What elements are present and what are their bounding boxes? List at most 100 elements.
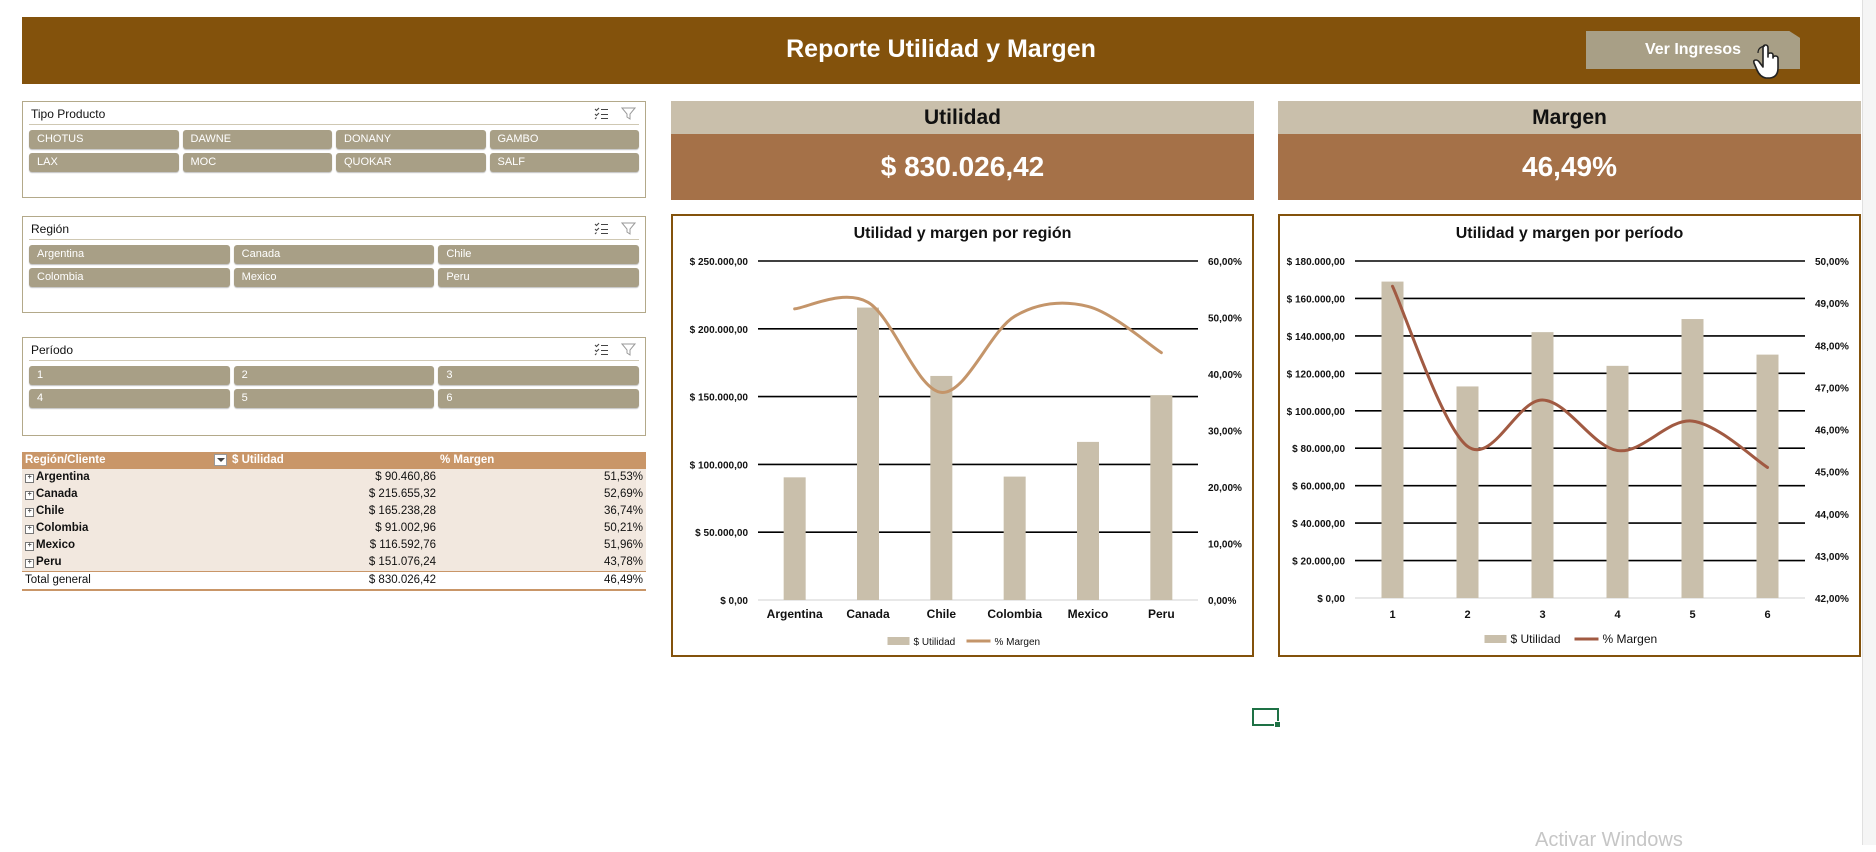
row-utilidad: $ 151.076,24 [368,556,436,568]
y2-tick-label: 10,00% [1208,540,1242,551]
total-row[interactable]: Total general $ 830.026,42 46,49% [22,571,646,591]
slicer-item-argentina[interactable]: Argentina [29,245,230,264]
expand-icon[interactable]: + [25,474,34,483]
clear-filter-icon[interactable] [621,343,636,356]
kpi-margen-card: Margen 46,49% [1278,101,1861,200]
table-row[interactable]: + Canada $ 215.655,32 52,69% [22,486,646,503]
slicer-tipo-producto: Tipo Producto CHOTUS DAWNE DONANY GAMBO … [22,101,646,198]
legend-label-margen: % Margen [1603,632,1658,646]
bar [1381,281,1404,598]
y2-tick-label: 50,00% [1208,314,1242,325]
slicer-item-mexico[interactable]: Mexico [233,268,435,287]
y2-tick-label: 60,00% [1208,257,1242,268]
vertical-scrollbar[interactable] [1862,0,1876,845]
slicer-item-quokar[interactable]: QUOKAR [336,153,486,172]
y2-tick-label: 30,00% [1208,427,1242,438]
chart-utilidad-periodo[interactable]: Utilidad y margen por período $ 0,00 $ 20.… [1278,214,1861,657]
expand-icon[interactable]: + [25,508,34,517]
expand-icon[interactable]: + [25,491,34,500]
row-margen: 52,69% [603,488,643,500]
slicer-region: Región Argentina Canada Chile Colombia M… [22,216,646,313]
table-row[interactable]: + Chile $ 165.238,28 36,74% [22,503,646,520]
expand-icon[interactable]: + [25,542,34,551]
x-tick-label: Colombia [987,607,1042,621]
slicer-item-periodo-3[interactable]: 3 [438,366,639,385]
multiselect-icon[interactable] [594,343,609,356]
pivot-table: Región/Cliente $ Utilidad % Margen + Arge… [22,452,646,591]
y-tick-label: $ 140.000,00 [1287,332,1346,343]
y-tick-label: $ 200.000,00 [690,325,749,336]
row-utilidad: $ 90.460,86 [375,471,436,483]
y2-tick-label: 43,00% [1815,552,1849,563]
slicer-item-periodo-2[interactable]: 2 [233,366,435,385]
x-tick-label: Mexico [1068,607,1109,621]
kpi-utilidad-value: $ 830.026,42 [671,134,1254,200]
clear-filter-icon[interactable] [621,107,636,120]
slicer-item-periodo-6[interactable]: 6 [438,389,639,408]
row-margen: 50,21% [603,522,643,534]
row-margen: 51,53% [603,471,643,483]
clear-filter-icon[interactable] [621,222,636,235]
expand-icon[interactable]: + [25,559,34,568]
kpi-utilidad-card: Utilidad $ 830.026,42 [671,101,1254,200]
selected-cell[interactable] [1252,708,1281,728]
y-tick-label: $ 60.000,00 [1292,482,1345,493]
slicer-item-canada[interactable]: Canada [233,245,435,264]
bar [1456,386,1479,598]
slicer-item-gambo[interactable]: GAMBO [489,130,639,149]
y2-tick-label: 50,00% [1815,257,1849,268]
table-row[interactable]: + Mexico $ 116.592,76 51,96% [22,537,646,554]
report-title: Reporte Utilidad y Margen [786,35,1096,63]
chart-utilidad-region[interactable]: Utilidad y margen por región $ 0,00 $ 50.0… [671,214,1254,657]
row-name: Canada [36,488,78,500]
total-margen: 46,49% [603,574,643,586]
x-tick-label: Argentina [767,607,823,621]
slicer-item-chile[interactable]: Chile [438,245,639,264]
row-utilidad: $ 165.238,28 [368,505,436,517]
table-row[interactable]: + Peru $ 151.076,24 43,78% [22,554,646,571]
x-tick-label: 6 [1764,609,1770,621]
slicer-item-lax[interactable]: LAX [29,153,179,172]
y2-tick-label: 44,00% [1815,510,1849,521]
slicer-item-colombia[interactable]: Colombia [29,268,230,287]
y-tick-label: $ 120.000,00 [1287,369,1346,380]
legend-swatch-utilidad [887,637,910,645]
y-tick-label: $ 20.000,00 [1292,557,1345,568]
filter-dropdown-icon[interactable] [214,454,227,466]
row-margen: 36,74% [603,505,643,517]
pivot-header: Región/Cliente $ Utilidad % Margen [22,452,646,469]
bar [857,307,879,600]
y-tick-label: $ 180.000,00 [1287,257,1346,268]
slicer-item-peru[interactable]: Peru [438,268,639,287]
bar [1531,332,1554,598]
slicer-title: Región [31,222,70,236]
y2-tick-label: 20,00% [1208,483,1242,494]
y-tick-label: $ 250.000,00 [690,257,749,268]
slicer-item-donany[interactable]: DONANY [336,130,486,149]
row-utilidad: $ 116.592,76 [369,539,436,551]
bar [1681,319,1704,598]
table-row[interactable]: + Colombia $ 91.002,96 50,21% [22,520,646,537]
multiselect-icon[interactable] [594,107,609,120]
header-utilidad: $ Utilidad [232,454,284,466]
y2-tick-label: 48,00% [1815,341,1849,352]
slicer-item-periodo-1[interactable]: 1 [29,366,230,385]
x-tick-label: 1 [1389,609,1395,621]
chart-svg: Utilidad y margen por región $ 0,00 $ 50.0… [690,225,1242,648]
slicer-item-salf[interactable]: SALF [489,153,639,172]
table-row[interactable]: + Argentina $ 90.460,86 51,53% [22,469,646,486]
multiselect-icon[interactable] [594,222,609,235]
bar [783,477,806,600]
y2-tick-label: 47,00% [1815,383,1849,394]
slicer-item-periodo-5[interactable]: 5 [233,389,435,408]
slicer-item-chotus[interactable]: CHOTUS [29,130,179,149]
chart-title: Utilidad y margen por región [854,225,1072,242]
slicer-item-moc[interactable]: MOC [182,153,332,172]
slicer-item-dawne[interactable]: DAWNE [182,130,332,149]
y2-tick-label: 46,00% [1815,426,1849,437]
hand-pointer-icon [1752,44,1779,79]
expand-icon[interactable]: + [25,525,34,534]
legend-label-margen: % Margen [995,637,1041,648]
slicer-item-periodo-4[interactable]: 4 [29,389,230,408]
row-margen: 43,78% [603,556,643,568]
